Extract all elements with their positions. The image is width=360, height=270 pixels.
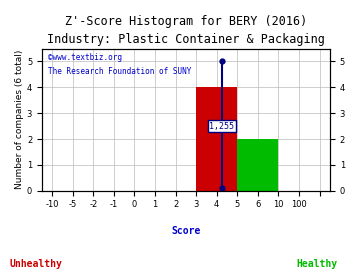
Title: Z'-Score Histogram for BERY (2016)
Industry: Plastic Container & Packaging: Z'-Score Histogram for BERY (2016) Indus… xyxy=(47,15,325,46)
Bar xyxy=(237,139,279,191)
Y-axis label: Number of companies (6 total): Number of companies (6 total) xyxy=(15,50,24,189)
Text: 1,255: 1,255 xyxy=(210,122,234,131)
Text: ©www.textbiz.org: ©www.textbiz.org xyxy=(48,53,122,62)
Text: Unhealthy: Unhealthy xyxy=(10,259,62,269)
X-axis label: Score: Score xyxy=(171,226,201,236)
Text: The Research Foundation of SUNY: The Research Foundation of SUNY xyxy=(48,67,191,76)
Bar xyxy=(196,87,237,191)
Text: Healthy: Healthy xyxy=(296,259,337,269)
